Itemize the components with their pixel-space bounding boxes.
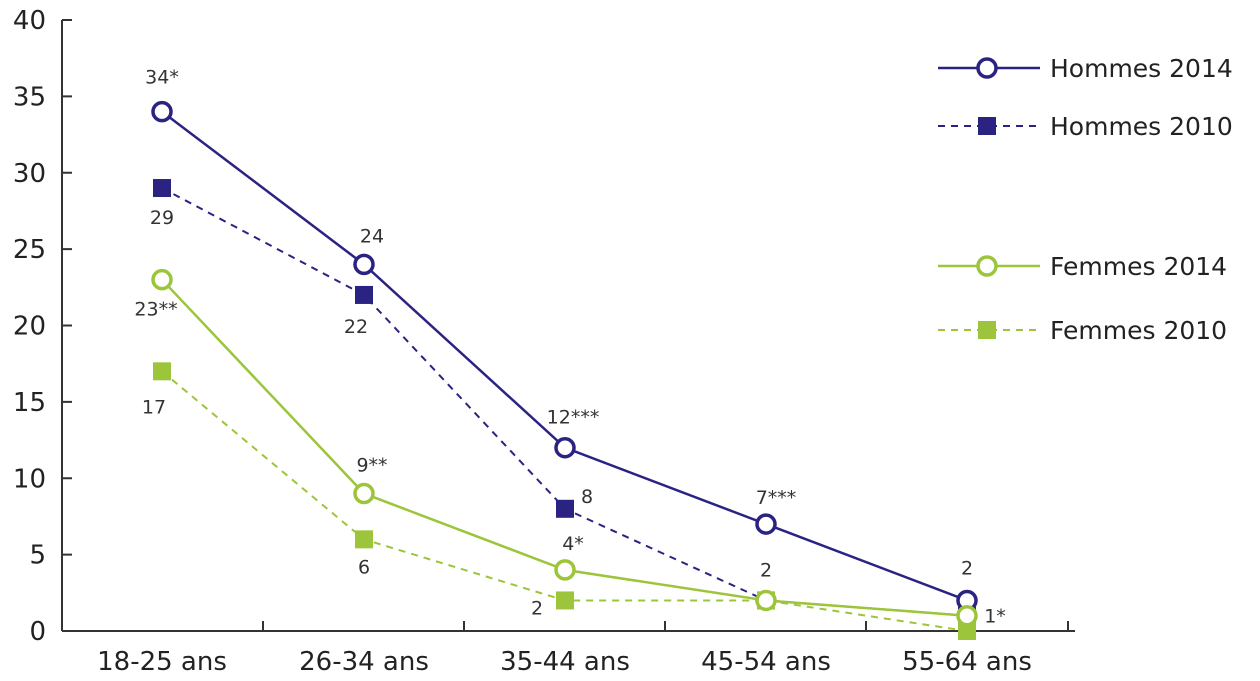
data-label: 2 [961, 557, 973, 579]
y-tick-label: 35 [13, 82, 46, 112]
data-label: 34* [145, 67, 179, 89]
legend-label: Hommes 2010 [1050, 112, 1233, 141]
x-tick-label: 45-54 ans [701, 647, 831, 677]
x-tick-label: 18-25 ans [97, 647, 227, 677]
data-label: 7*** [756, 487, 797, 509]
legend-marker [976, 255, 998, 277]
x-tick-label: 35-44 ans [500, 647, 630, 677]
data-point [353, 253, 375, 276]
data-label: 17 [142, 396, 166, 418]
data-label: 29 [150, 207, 174, 229]
data-label: 8 [581, 486, 593, 508]
data-point [958, 622, 976, 640]
data-label: 2 [531, 597, 543, 619]
data-point [151, 100, 173, 123]
data-point [755, 589, 777, 612]
data-label: 6 [358, 556, 370, 578]
y-tick-label: 40 [13, 6, 46, 36]
data-point [151, 268, 173, 291]
y-tick-label: 5 [29, 541, 46, 571]
legend-item: Hommes 2010 [938, 112, 1233, 141]
legend-item: Hommes 2014 [938, 54, 1233, 83]
legend: Hommes 2014 Hommes 2010 Femmes 2014 Femmes … [938, 54, 1233, 345]
data-label: 9** [356, 455, 387, 477]
legend-marker [978, 117, 996, 135]
y-tick-label: 30 [13, 159, 46, 189]
data-labels: 34* 24 12*** 7*** 2 29 22 8 23** 9** 4* 2 1* 17 6 2 [134, 67, 1005, 628]
data-point [355, 285, 373, 304]
data-point [755, 513, 777, 535]
data-label: 12*** [547, 407, 600, 429]
data-label: 2 [760, 559, 772, 581]
data-point [153, 362, 171, 381]
legend-item: Femmes 2014 [938, 252, 1227, 281]
data-point [153, 179, 171, 198]
y-tick-label: 10 [13, 464, 46, 494]
y-tick-label: 25 [13, 235, 46, 265]
legend-label: Hommes 2014 [1050, 54, 1233, 83]
legend-label: Femmes 2014 [1050, 252, 1227, 281]
data-point [956, 604, 978, 627]
data-point [556, 591, 574, 610]
legend-marker [978, 321, 996, 339]
axes: 0 5 10 15 20 25 30 35 40 18-25 ans 26-34 ans 35-44 … [13, 6, 1075, 677]
legend-label: Femmes 2010 [1050, 316, 1227, 345]
legend-marker [976, 57, 998, 79]
x-tick-label: 26-34 ans [299, 647, 429, 677]
y-tick-label: 15 [13, 388, 46, 418]
data-point [355, 530, 373, 549]
data-label: 4* [562, 533, 584, 555]
y-tick-label: 20 [13, 312, 46, 342]
data-point [554, 559, 576, 581]
x-tick-label: 55-64 ans [902, 647, 1032, 677]
legend-item: Femmes 2010 [938, 316, 1227, 345]
data-point [556, 499, 574, 518]
data-label: 23** [134, 299, 177, 321]
data-point [554, 436, 576, 459]
data-label: 24 [360, 225, 384, 247]
y-tick-label: 0 [29, 617, 46, 647]
series-line-hommes-2014 [161, 110, 968, 602]
data-label: 22 [344, 316, 368, 338]
data-label: 1* [984, 606, 1006, 628]
data-point [353, 482, 375, 505]
series-markers [151, 100, 978, 640]
